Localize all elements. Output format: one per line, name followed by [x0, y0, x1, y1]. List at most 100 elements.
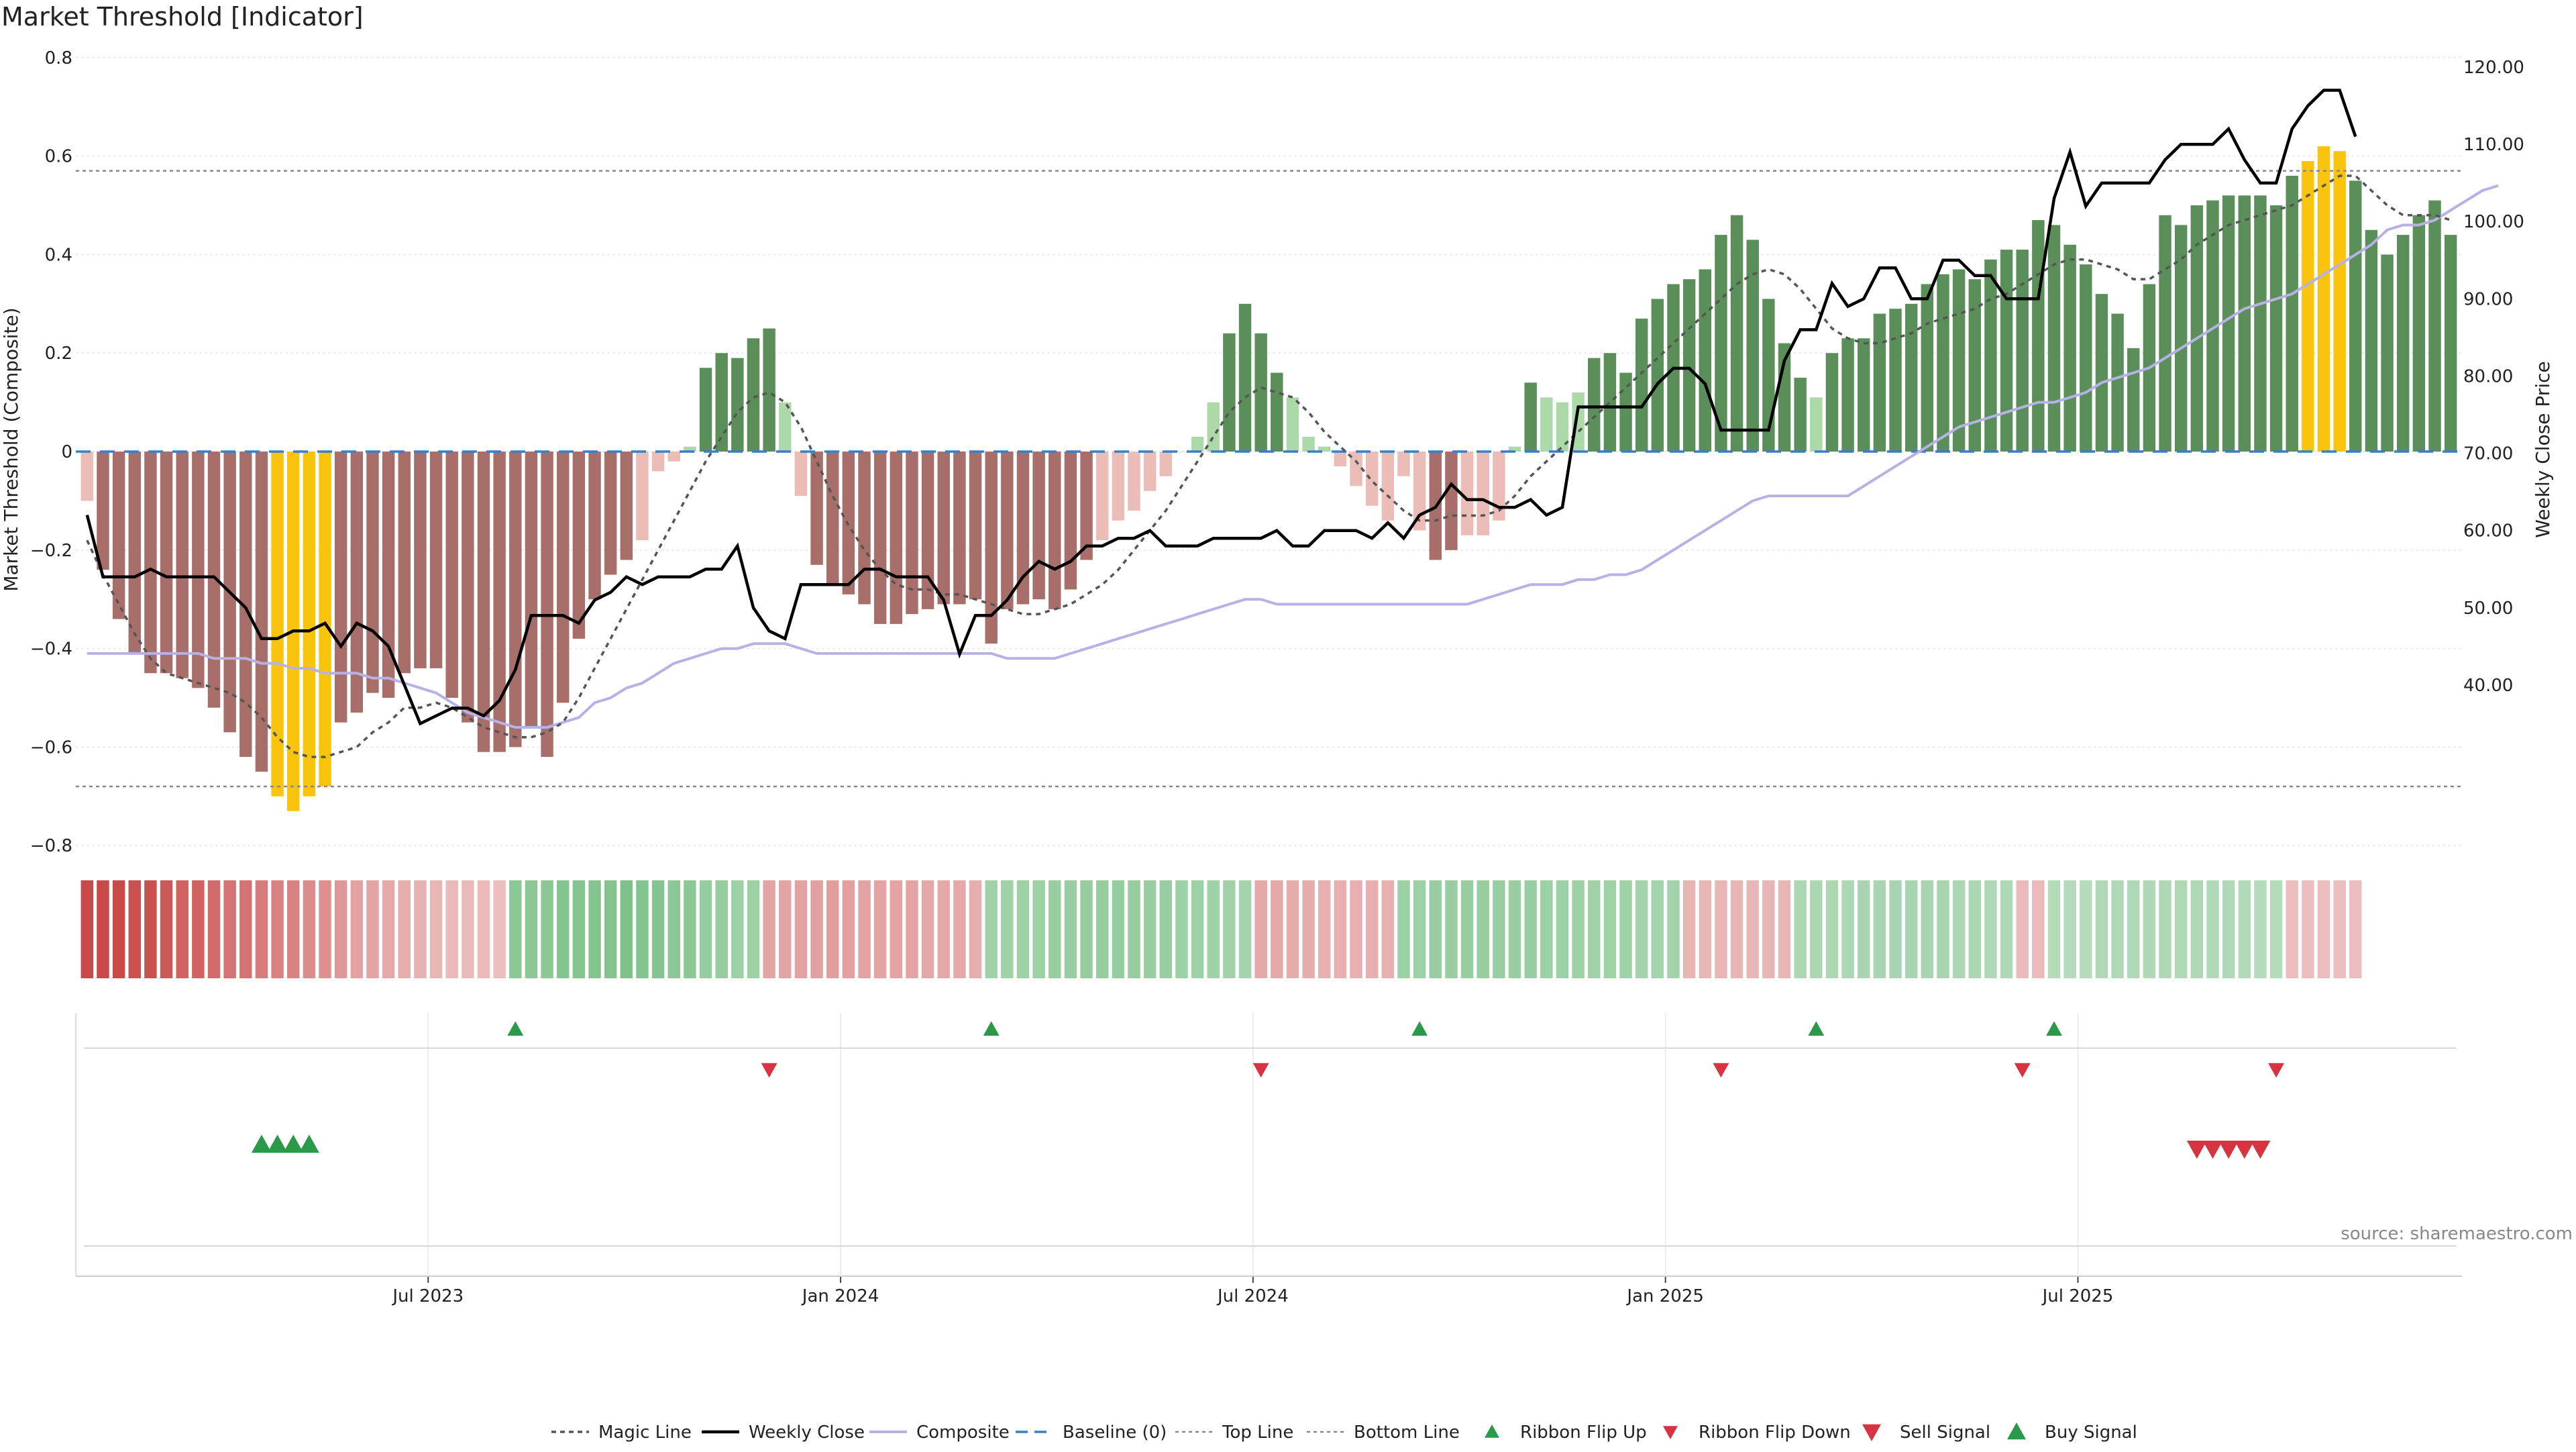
ribbon-cell	[572, 880, 586, 978]
ribbon-cell	[144, 880, 157, 978]
ribbon-cell	[1699, 880, 1712, 978]
ribbon-cell	[2111, 880, 2124, 978]
ribbon-cell	[1286, 880, 1299, 978]
indicator-bar	[271, 452, 284, 796]
indicator-bar	[350, 452, 364, 713]
indicator-bar	[810, 452, 823, 565]
y-right-tick-label: 40.00	[2463, 676, 2513, 696]
indicator-bar	[2047, 225, 2061, 452]
magic-line	[86, 174, 2451, 758]
indicator-bar	[906, 452, 918, 615]
indicator-bar	[1810, 397, 1823, 452]
indicator-bar	[2032, 220, 2045, 452]
y-right-tick-label: 100.00	[2463, 212, 2524, 232]
indicator-bar	[80, 452, 94, 501]
y-right-tick-label: 90.00	[2463, 289, 2513, 309]
ribbon-cell	[2159, 880, 2171, 978]
legend-swatch-ribbon-flip-down	[1663, 1426, 1678, 1439]
ribbon-cell	[588, 880, 601, 978]
indicator-bar	[1524, 382, 1537, 452]
ribbon-cell	[1603, 880, 1617, 978]
indicator-bar	[2190, 205, 2204, 452]
indicator-bar	[2222, 195, 2235, 452]
indicator-bar	[239, 452, 252, 758]
ribbon-cell	[1429, 880, 1442, 978]
legend-label: Buy Signal	[2045, 1422, 2137, 1443]
ribbon-cell	[2000, 880, 2013, 978]
ribbon-cell	[2016, 880, 2029, 978]
indicator-bar	[1556, 402, 1569, 452]
ribbon-cell	[112, 880, 125, 978]
ribbon-cell	[2286, 880, 2298, 978]
ribbon-cell	[382, 880, 395, 978]
y-tick-label: 0.6	[45, 147, 72, 167]
ribbon-cell	[1334, 880, 1347, 978]
indicator-bar	[1588, 358, 1601, 452]
indicator-bar	[1159, 452, 1173, 476]
indicator-bar	[1413, 452, 1426, 531]
indicator-bar	[2000, 250, 2013, 452]
indicator-bar	[176, 452, 189, 678]
indicator-bar	[1016, 452, 1030, 605]
y-tick-label: −0.4	[30, 639, 72, 660]
ribbon-cell	[1904, 880, 1918, 978]
ribbon-cell	[1682, 880, 1696, 978]
y-tick-label: 0.8	[45, 48, 72, 68]
ribbon-cell	[414, 880, 427, 978]
ribbon-cell	[1556, 880, 1569, 978]
indicator-bar	[747, 338, 760, 452]
legend-label: Top Line	[1222, 1422, 1293, 1443]
legend-label: Magic Line	[598, 1422, 692, 1443]
indicator-bar	[1112, 452, 1125, 521]
indicator-bar	[794, 452, 808, 497]
ribbon-cell	[1143, 880, 1157, 978]
ribbon-cell	[985, 880, 998, 978]
indicator-bar	[1921, 284, 1934, 452]
y-right-tick-label: 50.00	[2463, 599, 2513, 619]
ribbon-cell	[1477, 880, 1489, 978]
ribbon-cell	[1841, 880, 1854, 978]
indicator-bar	[1365, 452, 1379, 506]
ribbon-cell	[334, 880, 347, 978]
ribbon-cell	[525, 880, 538, 978]
ribbon-cell	[350, 880, 364, 978]
ribbon-cell	[873, 880, 887, 978]
ribbon-cell	[287, 880, 300, 978]
ribbon-cell	[1762, 880, 1775, 978]
indicator-bar	[1207, 402, 1220, 452]
ribbon-cell	[1350, 880, 1362, 978]
ribbon-cell	[2047, 880, 2061, 978]
x-tick-label: Jan 2024	[801, 1286, 879, 1306]
y-tick-label: −0.8	[30, 836, 72, 856]
indicator-bar	[2159, 215, 2171, 452]
indicator-bar	[2016, 250, 2029, 452]
ribbon-cell	[2174, 880, 2188, 978]
indicator-bar	[509, 452, 522, 747]
indicator-bar	[1445, 452, 1458, 550]
y-tick-label: 0	[61, 442, 72, 462]
indicator-bar	[2444, 235, 2457, 452]
indicator-bar	[2428, 200, 2441, 452]
ribbon-cell	[271, 880, 284, 978]
ribbon-cell	[1968, 880, 1981, 978]
ribbon-cell	[2206, 880, 2219, 978]
ribbon-flip-down-marker	[1713, 1063, 1729, 1078]
ribbon-cell	[2190, 880, 2204, 978]
y-tick-label: −0.6	[30, 737, 72, 758]
indicator-bar	[1271, 372, 1283, 452]
weekly-close-line	[85, 89, 2357, 726]
ribbon-cell	[779, 880, 792, 978]
buy-signal-marker	[283, 1135, 304, 1153]
ribbon-cell	[541, 880, 553, 978]
indicator-bar	[604, 452, 617, 575]
indicator-bar	[2174, 225, 2188, 452]
ribbon-cell	[906, 880, 918, 978]
ribbon-cell	[1746, 880, 1759, 978]
indicator-bar	[2317, 146, 2330, 452]
buy-signal-marker	[299, 1135, 319, 1153]
ribbon-cell	[176, 880, 189, 978]
ribbon-cell	[715, 880, 728, 978]
indicator-bar	[2254, 195, 2267, 452]
ribbon-cell	[1572, 880, 1585, 978]
indicator-bar	[414, 452, 427, 668]
